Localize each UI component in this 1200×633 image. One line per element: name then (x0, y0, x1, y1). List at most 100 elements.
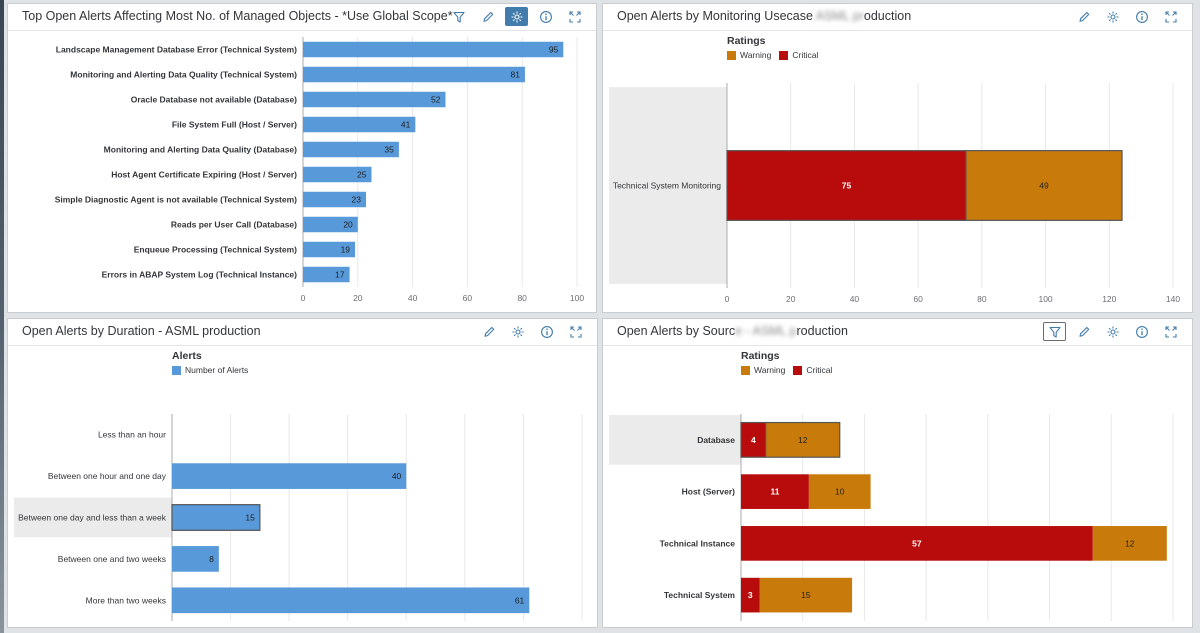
x-tick-label: 20 (353, 293, 363, 303)
bar-value[interactable] (303, 141, 399, 158)
legend-swatch-critical (793, 365, 803, 375)
data-label: 10 (835, 487, 845, 497)
bar-warning[interactable] (759, 577, 853, 613)
category-label: Monitoring and Alerting Data Quality (Te… (70, 70, 297, 80)
alerts-by-duration-card: Open Alerts by Duration - ASML productio… (7, 318, 598, 628)
fullscreen-icon (1164, 10, 1177, 23)
highlighted-category-band (609, 87, 727, 284)
filter-button[interactable] (1043, 322, 1066, 341)
bar-value[interactable] (303, 116, 416, 133)
info-icon (539, 10, 552, 23)
edit-button[interactable] (476, 7, 499, 26)
settings-gear-button[interactable] (506, 322, 529, 341)
legend-title: Alerts (172, 350, 202, 362)
category-label: Reads per User Call (Database) (171, 220, 297, 230)
bar-value[interactable] (303, 41, 564, 58)
fullscreen-button[interactable] (564, 322, 587, 341)
window-left-edge (0, 0, 4, 633)
x-tick-label: 40 (850, 294, 860, 304)
legend-item-critical[interactable]: Critical (779, 50, 818, 60)
usecase-chart: 0 20 40 60 80 100 120 140 Technical System Monit… (603, 31, 1192, 312)
bar-value[interactable] (303, 66, 525, 83)
fullscreen-button[interactable] (1159, 322, 1182, 341)
data-label: 25 (357, 170, 367, 180)
legend-item-warning[interactable]: Warning (727, 50, 771, 60)
edit-button[interactable] (1072, 322, 1095, 341)
x-tick-label: 50 (1045, 627, 1055, 628)
category-label: Enqueue Processing (Technical System) (134, 245, 297, 255)
legend-label-critical: Critical (792, 50, 819, 60)
blurred-title-fragment: ASML pr (815, 9, 864, 23)
info-button[interactable] (1130, 322, 1153, 341)
card-toolbar (477, 322, 587, 341)
settings-gear-button[interactable] (1101, 322, 1124, 341)
legend-item-number-of-alerts[interactable]: Number of Alerts (172, 365, 248, 375)
bar-number-of-alerts[interactable] (172, 463, 407, 489)
category-label: More than two weeks (86, 595, 166, 605)
data-label: 95 (549, 45, 559, 55)
settings-gear-button[interactable] (1101, 7, 1124, 26)
bar-number-of-alerts[interactable] (171, 504, 261, 531)
edit-button[interactable] (477, 322, 500, 341)
bar-warning[interactable] (965, 150, 1123, 221)
bar-warning[interactable] (808, 474, 871, 509)
legend-item-warning[interactable]: Warning (741, 365, 785, 375)
bar-number-of-alerts[interactable] (172, 546, 219, 572)
bar-value[interactable] (303, 266, 350, 283)
filter-button[interactable] (447, 7, 470, 26)
bar-value[interactable] (303, 191, 367, 208)
bar-value[interactable] (303, 166, 372, 183)
bar-warning[interactable] (1092, 526, 1167, 561)
bar-value[interactable] (303, 241, 356, 258)
category-label: Landscape Management Database Error (Tec… (56, 45, 297, 55)
bar-critical[interactable] (741, 474, 809, 509)
edit-icon (1078, 11, 1089, 22)
bar-critical[interactable] (740, 421, 767, 458)
legend-items: Warning Critical (741, 365, 832, 375)
x-tick-label: 30 (921, 627, 931, 628)
bar-critical[interactable] (726, 150, 967, 221)
category-label: Less than an hour (98, 430, 166, 440)
info-icon (1135, 325, 1148, 338)
x-tick-label: 50 (460, 627, 470, 628)
bar-value[interactable] (303, 91, 446, 108)
data-label: 52 (431, 95, 441, 105)
x-tick-label: 20 (860, 627, 870, 628)
data-label: 11 (770, 487, 779, 497)
info-button[interactable] (535, 322, 558, 341)
x-tick-label: 100 (1038, 294, 1052, 304)
bar-critical[interactable] (741, 526, 1093, 561)
info-button[interactable] (1130, 7, 1153, 26)
card-title: Open Alerts by Source - ASML production (617, 324, 848, 338)
fullscreen-icon (1164, 325, 1177, 338)
edit-icon (483, 326, 494, 337)
card-title-suffix: roduction (796, 324, 848, 338)
x-tick-label: 80 (517, 293, 527, 303)
data-label: 49 (1039, 181, 1049, 191)
card-toolbar (447, 7, 586, 26)
info-button[interactable] (534, 7, 557, 26)
x-tick-label: 40 (408, 293, 418, 303)
bar-value[interactable] (303, 216, 358, 233)
fullscreen-button[interactable] (1159, 7, 1182, 26)
bar-critical[interactable] (741, 577, 760, 613)
settings-gear-button[interactable] (505, 7, 528, 26)
info-icon (540, 325, 553, 338)
card-header: Top Open Alerts Affecting Most No. of Ma… (8, 4, 596, 31)
data-label: 20 (343, 220, 353, 230)
x-tick-label: 80 (977, 294, 987, 304)
data-label: 61 (515, 595, 525, 605)
category-label: Host Agent Certificate Expiring (Host / … (111, 170, 297, 180)
edit-button[interactable] (1072, 7, 1095, 26)
card-header: Open Alerts by Duration - ASML productio… (8, 319, 597, 346)
legend-label-warning: Warning (740, 50, 772, 60)
x-tick-label: 30 (343, 627, 353, 628)
settings-gear-icon (1107, 326, 1118, 337)
x-tick-label: 60 (463, 293, 473, 303)
category-label: Monitoring and Alerting Data Quality (Da… (104, 145, 297, 155)
legend-item-critical[interactable]: Critical (793, 365, 832, 375)
category-label: Technical Instance (660, 538, 736, 548)
bar-number-of-alerts[interactable] (172, 587, 530, 614)
bar-warning[interactable] (765, 421, 841, 458)
fullscreen-button[interactable] (563, 7, 586, 26)
